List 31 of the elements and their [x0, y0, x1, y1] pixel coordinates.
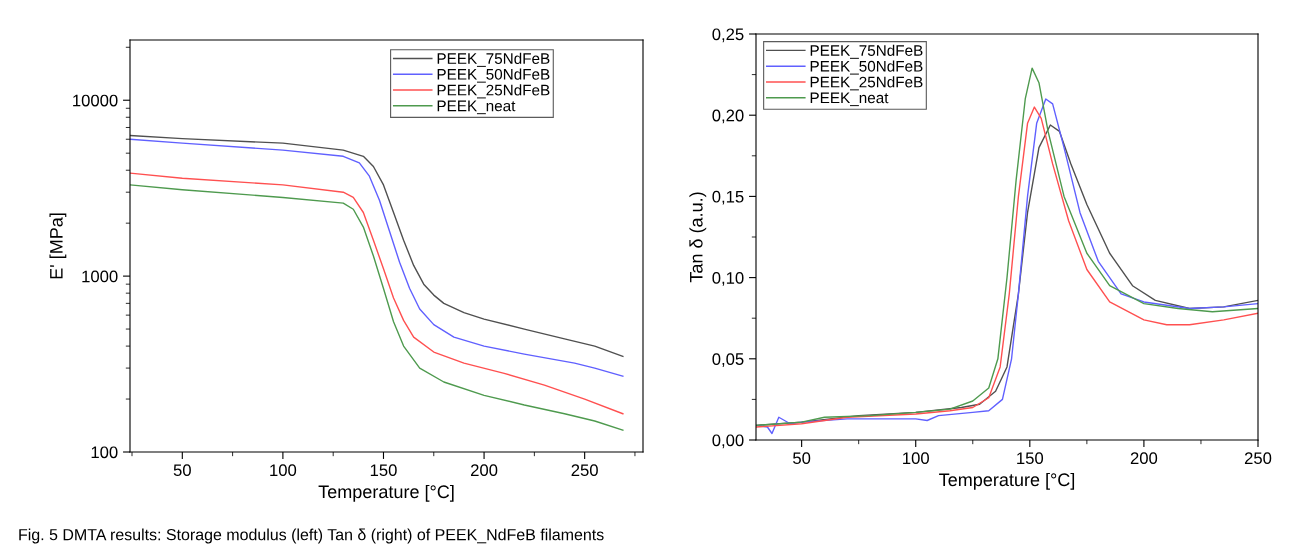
y-tick-label: 0,15 [712, 190, 744, 205]
legend-label: PEEK_75NdFeB [810, 44, 923, 59]
x-axis-title: Temperature [°C] [318, 484, 454, 502]
x-tick-label: 50 [793, 452, 811, 465]
legend-label: PEEK_75NdFeB [437, 52, 550, 67]
legend-label: PEEK_25NdFeB [810, 76, 923, 91]
y-tick-label: 10000 [73, 94, 118, 107]
x-tick-label: 250 [1244, 452, 1272, 465]
y-axis-title: Tan δ (a.u.) [689, 192, 707, 283]
y-tick-label: 0,25 [712, 28, 744, 43]
y-tick-label: 1000 [82, 270, 118, 283]
y-tick-label: 0,05 [712, 353, 744, 367]
x-tick-label: 250 [571, 464, 598, 477]
legend-label: PEEK_neat [810, 92, 889, 107]
x-tick-label: 100 [903, 452, 929, 465]
x-tick-label: 50 [173, 464, 191, 477]
y-axis-title: E' [MPa] [49, 213, 67, 279]
x-tick-label: 200 [471, 464, 498, 477]
y-tick-label: 0,10 [712, 272, 744, 286]
x-axis-title: Temperature [°C] [939, 472, 1075, 490]
legend-label: PEEK_25NdFeB [437, 84, 550, 99]
x-tick-label: 200 [1130, 452, 1158, 465]
legend-label: PEEK_50NdFeB [810, 60, 923, 75]
legend-label: PEEK_neat [437, 100, 516, 115]
x-tick-label: 100 [270, 464, 297, 477]
x-tick-label: 150 [1017, 452, 1044, 465]
y-tick-label: 0,00 [712, 434, 744, 449]
y-tick-label: 0,20 [712, 109, 744, 124]
legend-label: PEEK_50NdFeB [437, 68, 550, 83]
x-tick-label: 150 [370, 464, 397, 477]
caption: Fig. 5 DMTA results: Storage modulus (left) Tan δ (right) of PEEK_NdFeB filaments [19, 528, 604, 544]
